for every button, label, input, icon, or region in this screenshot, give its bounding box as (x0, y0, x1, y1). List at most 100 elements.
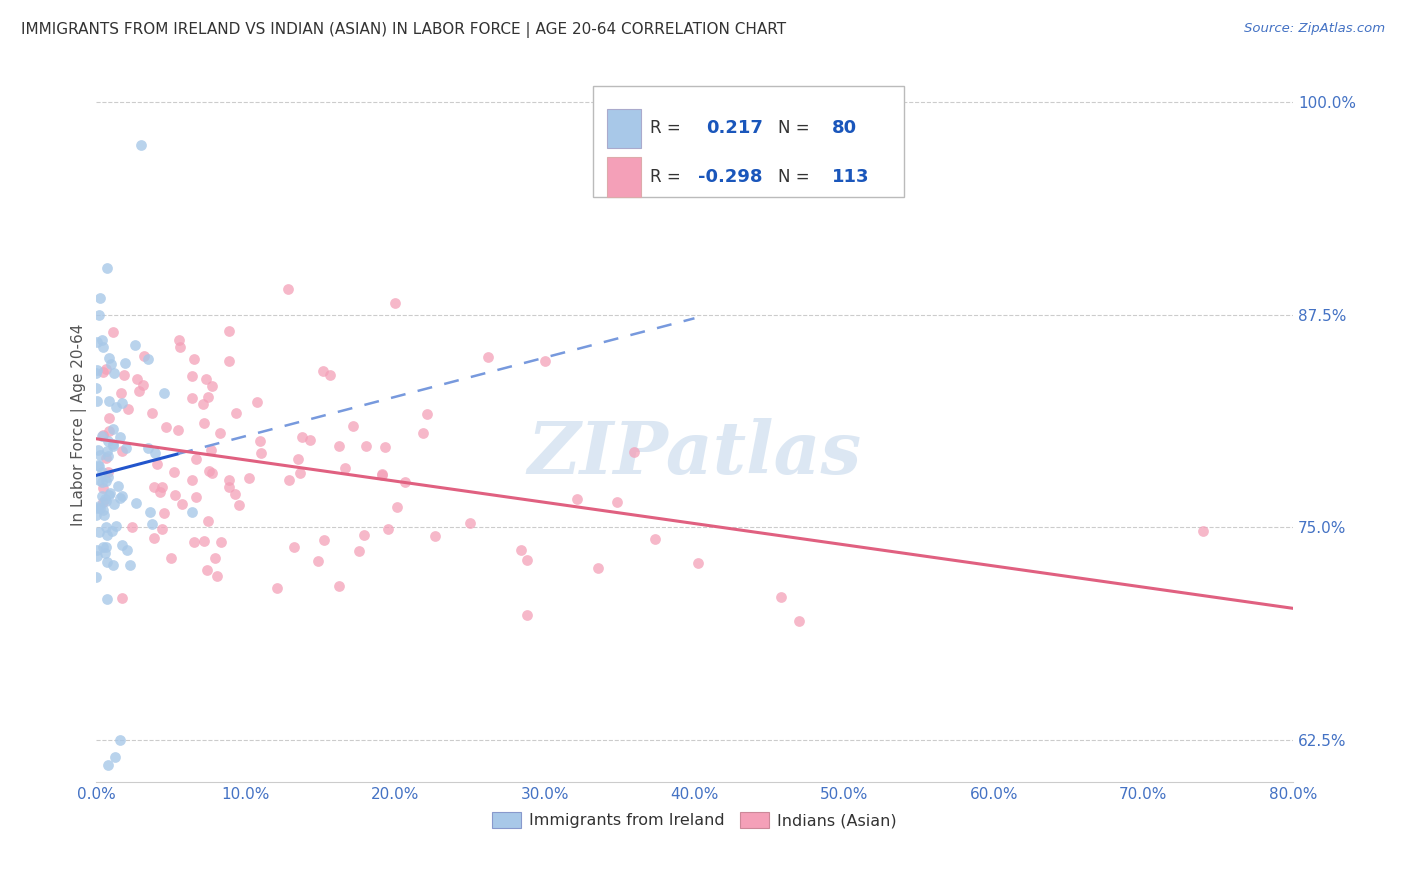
Point (96, 260, 118, 275)
Point (266, 581, 288, 595)
Point (146, 457, 169, 471)
Point (108, 491, 131, 505)
Text: 113: 113 (832, 168, 870, 186)
Point (86, 549, 108, 564)
Point (458, 516, 481, 530)
Point (94, 362, 117, 376)
Point (86, 394, 108, 409)
Point (143, 531, 166, 545)
Point (623, 444, 645, 458)
Point (94, 541, 117, 555)
Point (394, 475, 416, 489)
Point (191, 397, 214, 411)
Point (94, 492, 117, 507)
Point (193, 416, 215, 430)
Point (218, 324, 240, 338)
Y-axis label: In Labor Force | Age 20-64: In Labor Force | Age 20-64 (72, 324, 87, 526)
Point (385, 500, 408, 515)
Point (90, 475, 112, 489)
Legend: Immigrants from Ireland, Indians (Asian): Immigrants from Ireland, Indians (Asian) (485, 805, 903, 835)
Point (86, 500, 108, 515)
Point (103, 367, 125, 381)
Point (328, 439, 350, 453)
Point (129, 138, 152, 153)
Point (111, 591, 134, 606)
Point (96, 444, 118, 458)
Point (180, 505, 202, 519)
Point (94, 493, 117, 508)
Point (166, 423, 188, 437)
Point (510, 543, 533, 558)
Point (588, 561, 610, 575)
Point (333, 461, 356, 475)
Point (516, 553, 538, 567)
Point (181, 369, 204, 384)
Point (565, 491, 588, 506)
Point (124, 338, 146, 352)
Point (91, 502, 114, 516)
Point (84, 366, 107, 380)
Point (150, 522, 173, 536)
Point (277, 282, 299, 296)
Point (249, 434, 271, 449)
Point (86, 335, 108, 350)
Point (86, 363, 108, 377)
Point (117, 401, 139, 416)
Text: R =: R = (650, 168, 686, 186)
Text: R =: R = (650, 120, 686, 137)
Point (107, 479, 129, 493)
Point (1192, 524, 1215, 538)
Point (228, 498, 250, 512)
Point (136, 352, 159, 367)
Point (155, 420, 177, 434)
Point (89, 458, 111, 473)
Point (93, 428, 115, 442)
Point (184, 490, 207, 504)
Point (423, 529, 446, 543)
Point (218, 354, 240, 368)
Point (96, 450, 118, 465)
Point (101, 558, 124, 572)
Point (377, 522, 399, 536)
Point (104, 749, 127, 764)
Point (606, 495, 628, 509)
Point (94, 474, 117, 488)
Point (108, 732, 131, 747)
Point (91, 540, 114, 554)
Point (87, 473, 110, 487)
Point (125, 496, 148, 510)
Point (98, 485, 121, 500)
Point (96, 520, 118, 534)
Point (97, 424, 120, 438)
Point (93, 365, 115, 379)
Point (97, 466, 120, 480)
Point (90, 466, 112, 480)
Point (181, 391, 204, 405)
Point (312, 364, 335, 378)
Text: N =: N = (779, 120, 815, 137)
Point (356, 439, 378, 453)
Point (374, 440, 396, 454)
Point (197, 514, 219, 528)
Point (347, 544, 370, 558)
Text: ZIPatlas: ZIPatlas (527, 418, 862, 490)
Text: IMMIGRANTS FROM IRELAND VS INDIAN (ASIAN) IN LABOR FORCE | AGE 20-64 CORRELATION: IMMIGRANTS FROM IRELAND VS INDIAN (ASIAN… (21, 22, 786, 38)
Point (97, 488, 120, 502)
Point (143, 446, 166, 460)
Point (163, 465, 186, 479)
Point (167, 333, 190, 347)
Point (371, 467, 394, 481)
Point (114, 368, 136, 382)
Point (101, 422, 124, 436)
Point (209, 426, 232, 441)
Point (101, 524, 124, 538)
Point (204, 550, 226, 565)
Point (96, 591, 118, 606)
Point (93, 508, 115, 523)
Point (184, 451, 207, 466)
Text: N =: N = (779, 168, 815, 186)
Point (111, 395, 134, 409)
Point (91, 340, 114, 354)
Point (108, 430, 131, 444)
Point (287, 451, 309, 466)
